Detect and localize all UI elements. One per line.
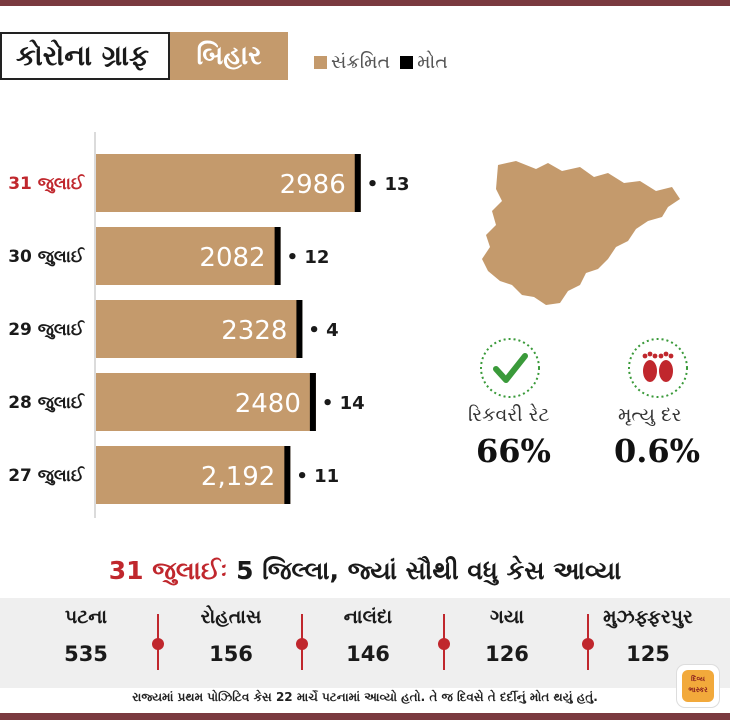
- recovery-rate-value: 66%: [476, 432, 551, 470]
- top-rule: [0, 0, 730, 6]
- recovery-rate-label: રિકવરી રેટ: [468, 404, 550, 426]
- infected-value-label: 2986: [280, 170, 346, 200]
- infected-value-label: 2328: [221, 316, 287, 346]
- district-item: પટના 535: [13, 600, 159, 666]
- district-value: 156: [209, 642, 253, 666]
- district-item: મુઝફ્ફરપુર 125: [575, 600, 721, 666]
- deaths-value-label: • 11: [296, 466, 339, 487]
- district-value: 146: [346, 642, 390, 666]
- infected-bar: [96, 446, 291, 504]
- district-item: નાલંદા 146: [295, 600, 441, 666]
- district-name: પટના: [64, 606, 108, 628]
- deaths-bar: [309, 373, 316, 431]
- infected-value-label: 2082: [199, 243, 265, 273]
- legend-swatch-infected: [314, 55, 327, 69]
- district-separator: [152, 614, 164, 670]
- infected-value-label: 2,192: [201, 462, 275, 492]
- legend-label-infected: સંક્રમિત: [331, 51, 391, 73]
- districts-title: 31 જુલાઈઃ 5 જિલ્લા, જ્યાં સૌથી વધુ કેસ આ…: [0, 556, 730, 586]
- infected-value-label: 2480: [235, 389, 301, 419]
- bar-chart: 31 જુલાઈ 2986 • 13 30 જુલાઈ 2082 • 12 29 જુલાઈ…: [8, 132, 410, 518]
- district-separator: [296, 614, 308, 670]
- legend-item-deaths: મોત: [400, 51, 448, 73]
- district-value: 125: [626, 642, 670, 666]
- district-name: નાલંદા: [343, 606, 393, 628]
- footprints-icon: [628, 338, 688, 398]
- district-value: 126: [485, 642, 529, 666]
- state-label: બિહાર: [170, 32, 288, 80]
- date-label: 29 જુલાઈ: [8, 319, 85, 340]
- district-separator: [438, 614, 450, 670]
- district-separator: [582, 614, 594, 670]
- districts-panel: [0, 598, 730, 688]
- bihar-map-icon: [482, 161, 680, 305]
- mortality-rate-value: 0.6%: [614, 432, 701, 470]
- deaths-bar: [284, 446, 291, 504]
- district-item: ગયા 126: [434, 600, 580, 666]
- district-name: મુઝફ્ફરપુર: [603, 606, 693, 628]
- date-label: 31 જુલાઈ: [8, 173, 85, 194]
- legend-swatch-deaths: [400, 55, 414, 69]
- district-name: ગયા: [489, 606, 525, 628]
- logo-text: દિવ્ય ભાસ્કર: [682, 670, 714, 702]
- district-name: રોહતાસ: [200, 606, 262, 628]
- deaths-bar: [296, 300, 303, 358]
- footnote: રાજ્યમાં પ્રથમ પોઝિટિવ કેસ 22 માર્ચે પટન…: [132, 690, 598, 704]
- deaths-value-label: • 4: [308, 320, 338, 341]
- bottom-rule: [0, 713, 730, 720]
- infected-bar: [96, 154, 361, 212]
- divya-bhaskar-logo: દિવ્ય ભાસ્કર: [676, 664, 720, 708]
- districts-title-date: 31 જુલાઈઃ: [108, 556, 228, 585]
- deaths-value-label: • 12: [287, 247, 330, 268]
- infected-bar: [96, 227, 281, 285]
- deaths-bar: [354, 154, 361, 212]
- district-value: 535: [64, 642, 108, 666]
- district-item: રોહતાસ 156: [158, 600, 304, 666]
- date-label: 27 જુલાઈ: [8, 465, 85, 486]
- legend: સંક્રમિત મોત: [314, 51, 458, 73]
- mortality-rate-label: મૃત્યુ દર: [618, 404, 682, 426]
- deaths-value-label: • 14: [322, 393, 365, 414]
- chart-title: કોરોના ગ્રાફ: [0, 32, 170, 80]
- bar-group: 31 જુલાઈ 2986 • 13 30 જુલાઈ 2082 • 12 29 જુલાઈ…: [8, 154, 410, 504]
- legend-item-infected: સંક્રમિત: [314, 51, 390, 73]
- legend-label-deaths: મોત: [417, 51, 448, 73]
- date-label: 30 જુલાઈ: [8, 246, 85, 267]
- deaths-value-label: • 13: [367, 174, 410, 195]
- infected-bar: [96, 300, 303, 358]
- infected-bar: [96, 373, 316, 431]
- districts-title-text: 5 જિલ્લા, જ્યાં સૌથી વધુ કેસ આવ્યા: [236, 556, 622, 585]
- deaths-bar: [274, 227, 281, 285]
- date-label: 28 જુલાઈ: [8, 392, 85, 413]
- checkmark-icon: [480, 338, 540, 398]
